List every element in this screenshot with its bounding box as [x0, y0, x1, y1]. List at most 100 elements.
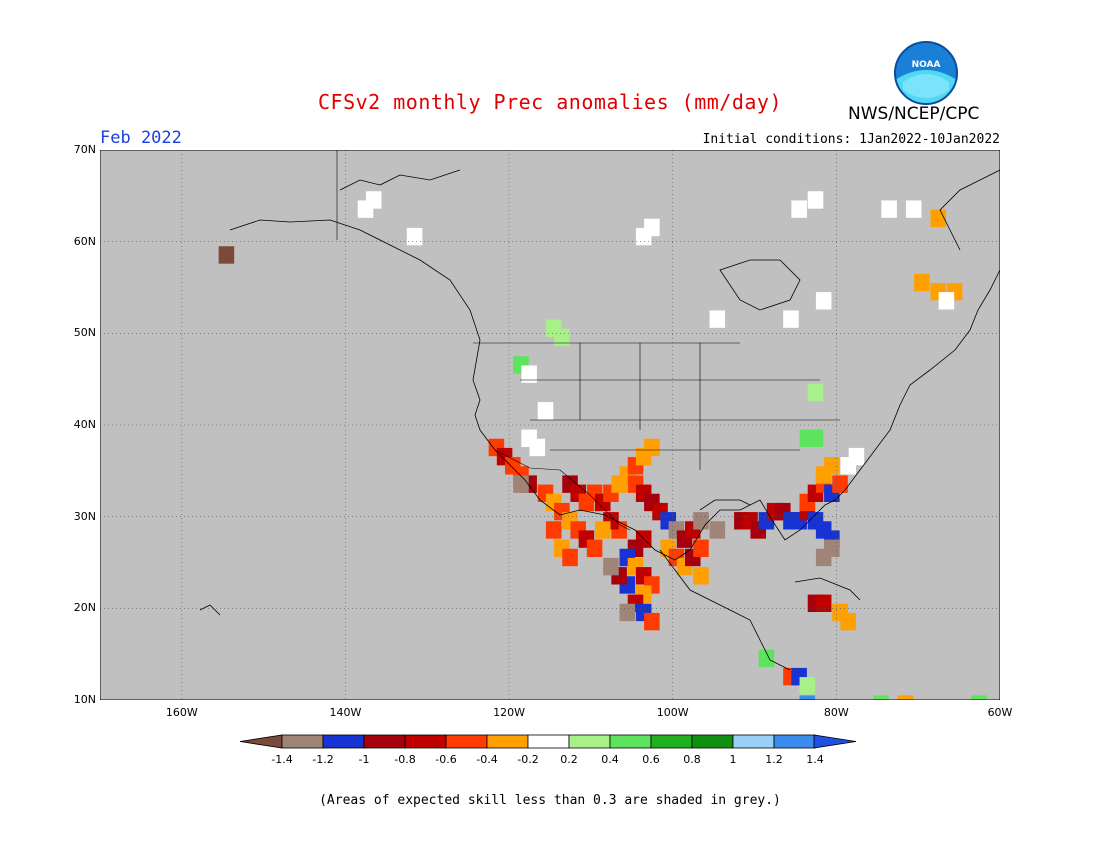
colorbar-swatch	[363, 734, 406, 749]
anomaly-cell	[824, 457, 840, 475]
colorbar-swatch	[609, 734, 652, 749]
skill-footnote: (Areas of expected skill less than 0.3 a…	[319, 793, 781, 808]
anomaly-cell	[521, 365, 537, 383]
colorbar-swatch	[527, 734, 570, 749]
anomaly-cell	[815, 548, 832, 567]
state-borders	[520, 343, 840, 470]
colorbar: -1.4 -1.2 -1 -0.8 -0.6 -0.4 -0.2 0.2 0.4 0.6 0.8 1 1…	[240, 734, 857, 766]
anomaly-cell	[832, 475, 848, 493]
anomaly-cell	[554, 328, 570, 347]
latitude-tick-label: 60N	[73, 234, 96, 248]
anomaly-cell	[840, 612, 856, 631]
anomaly-cell	[848, 447, 865, 466]
anomaly-cell	[365, 191, 382, 209]
colorbar-swatch	[281, 734, 324, 749]
arctic-coast	[339, 169, 461, 191]
anomaly-cell	[545, 521, 562, 539]
anomaly-cell	[644, 438, 660, 457]
cuba-coast	[794, 577, 861, 601]
colorbar-label: 0.2	[560, 753, 578, 766]
anomaly-cell	[791, 200, 807, 218]
anomaly-cell	[807, 383, 824, 402]
colorbar-labels: -1.4 -1.2 -1 -0.8 -0.6 -0.4 -0.2 0.2 0.4 0.6 0.8 1 1…	[271, 753, 823, 766]
longitude-tick-label: 80W	[823, 706, 849, 719]
coastlines	[199, 169, 1000, 671]
colorbar-swatch	[691, 734, 734, 749]
anomaly-cell	[783, 310, 799, 328]
anomaly-cell	[799, 695, 816, 700]
us-mexico-border	[494, 449, 631, 531]
colorbar-label: 1.4	[806, 753, 824, 766]
anomaly-cell	[881, 200, 897, 218]
anomaly-cell	[930, 209, 946, 227]
colorbar-swatch	[813, 734, 857, 749]
map-background	[100, 150, 1000, 700]
gulf-coast	[699, 499, 751, 511]
noaa-logo-text: NOAA	[912, 60, 941, 70]
colorbar-label: -0.8	[394, 753, 415, 766]
anomaly-cell	[562, 548, 578, 567]
noaa-logo: NOAA	[894, 41, 958, 105]
hawaii-coast	[199, 604, 221, 616]
anomaly-cell	[529, 438, 546, 457]
latitude-tick-label: 70N	[73, 143, 96, 156]
continent-coast	[229, 219, 1000, 561]
anomaly-cell	[971, 695, 987, 700]
anomaly-cell	[897, 695, 914, 700]
colorbar-swatch	[773, 734, 816, 749]
anomaly-cell	[619, 603, 636, 622]
colorbar-label: -1	[359, 753, 370, 766]
anomaly-cell	[815, 292, 832, 310]
colorbar-label: -1.4	[271, 753, 292, 766]
longitude-tick-label: 120W	[493, 706, 526, 719]
anomaly-cell	[586, 539, 603, 557]
longitude-tick-label: 160W	[165, 706, 198, 719]
forecast-month-label: Feb 2022	[100, 128, 182, 148]
anomaly-cell	[709, 310, 726, 328]
map-title: CFSv2 monthly Prec anomalies (mm/day)	[317, 90, 783, 114]
longitude-tick-label: 60W	[987, 706, 1013, 719]
latitude-tick-label: 20N	[73, 601, 96, 615]
latitude-tick-label: 40N	[73, 418, 96, 431]
central-america-coast	[659, 549, 791, 671]
latitude-tick-label: 30N	[73, 509, 96, 523]
latitude-tick-label: 10N	[73, 693, 96, 706]
colorbar-label: 1	[730, 753, 737, 766]
anomaly-cell	[914, 273, 930, 292]
colorbar-label: -0.2	[517, 753, 538, 766]
longitude-tick-label: 100W	[656, 706, 689, 719]
political-borders	[336, 150, 840, 531]
anomaly-cell	[905, 200, 922, 218]
anomaly-cell	[693, 539, 709, 557]
anomaly-cell	[644, 218, 660, 237]
anomaly-cell	[873, 695, 889, 700]
colorbar-swatch	[240, 734, 283, 749]
anomaly-cell	[603, 557, 619, 576]
colorbar-swatches	[240, 734, 857, 749]
anomaly-cell	[758, 649, 775, 667]
anomaly-cell	[644, 612, 660, 631]
colorbar-swatch	[445, 734, 488, 749]
anomaly-cell	[709, 521, 726, 539]
anomaly-cell	[807, 191, 824, 209]
colorbar-swatch	[568, 734, 611, 749]
anomaly-cell	[807, 429, 824, 447]
anomaly-cell	[693, 567, 709, 585]
anomaly-cell	[815, 594, 832, 612]
colorbar-swatch	[650, 734, 693, 749]
anomaly-cell	[218, 246, 235, 264]
latitude-tick-label: 50N	[73, 326, 96, 340]
colorbar-label: 0.4	[601, 753, 619, 766]
colorbar-label: 0.8	[683, 753, 701, 766]
anomaly-cells	[218, 191, 987, 700]
anomaly-cell	[406, 227, 423, 246]
anomaly-cell	[537, 402, 554, 420]
colorbar-swatch	[486, 734, 529, 749]
colorbar-swatch	[732, 734, 775, 749]
colorbar-label: 0.6	[642, 753, 660, 766]
colorbar-swatch	[404, 734, 447, 749]
labrador-coast	[939, 169, 1000, 251]
colorbar-swatch	[322, 734, 365, 749]
longitude-tick-label: 140W	[329, 706, 362, 719]
colorbar-label: -0.6	[435, 753, 456, 766]
